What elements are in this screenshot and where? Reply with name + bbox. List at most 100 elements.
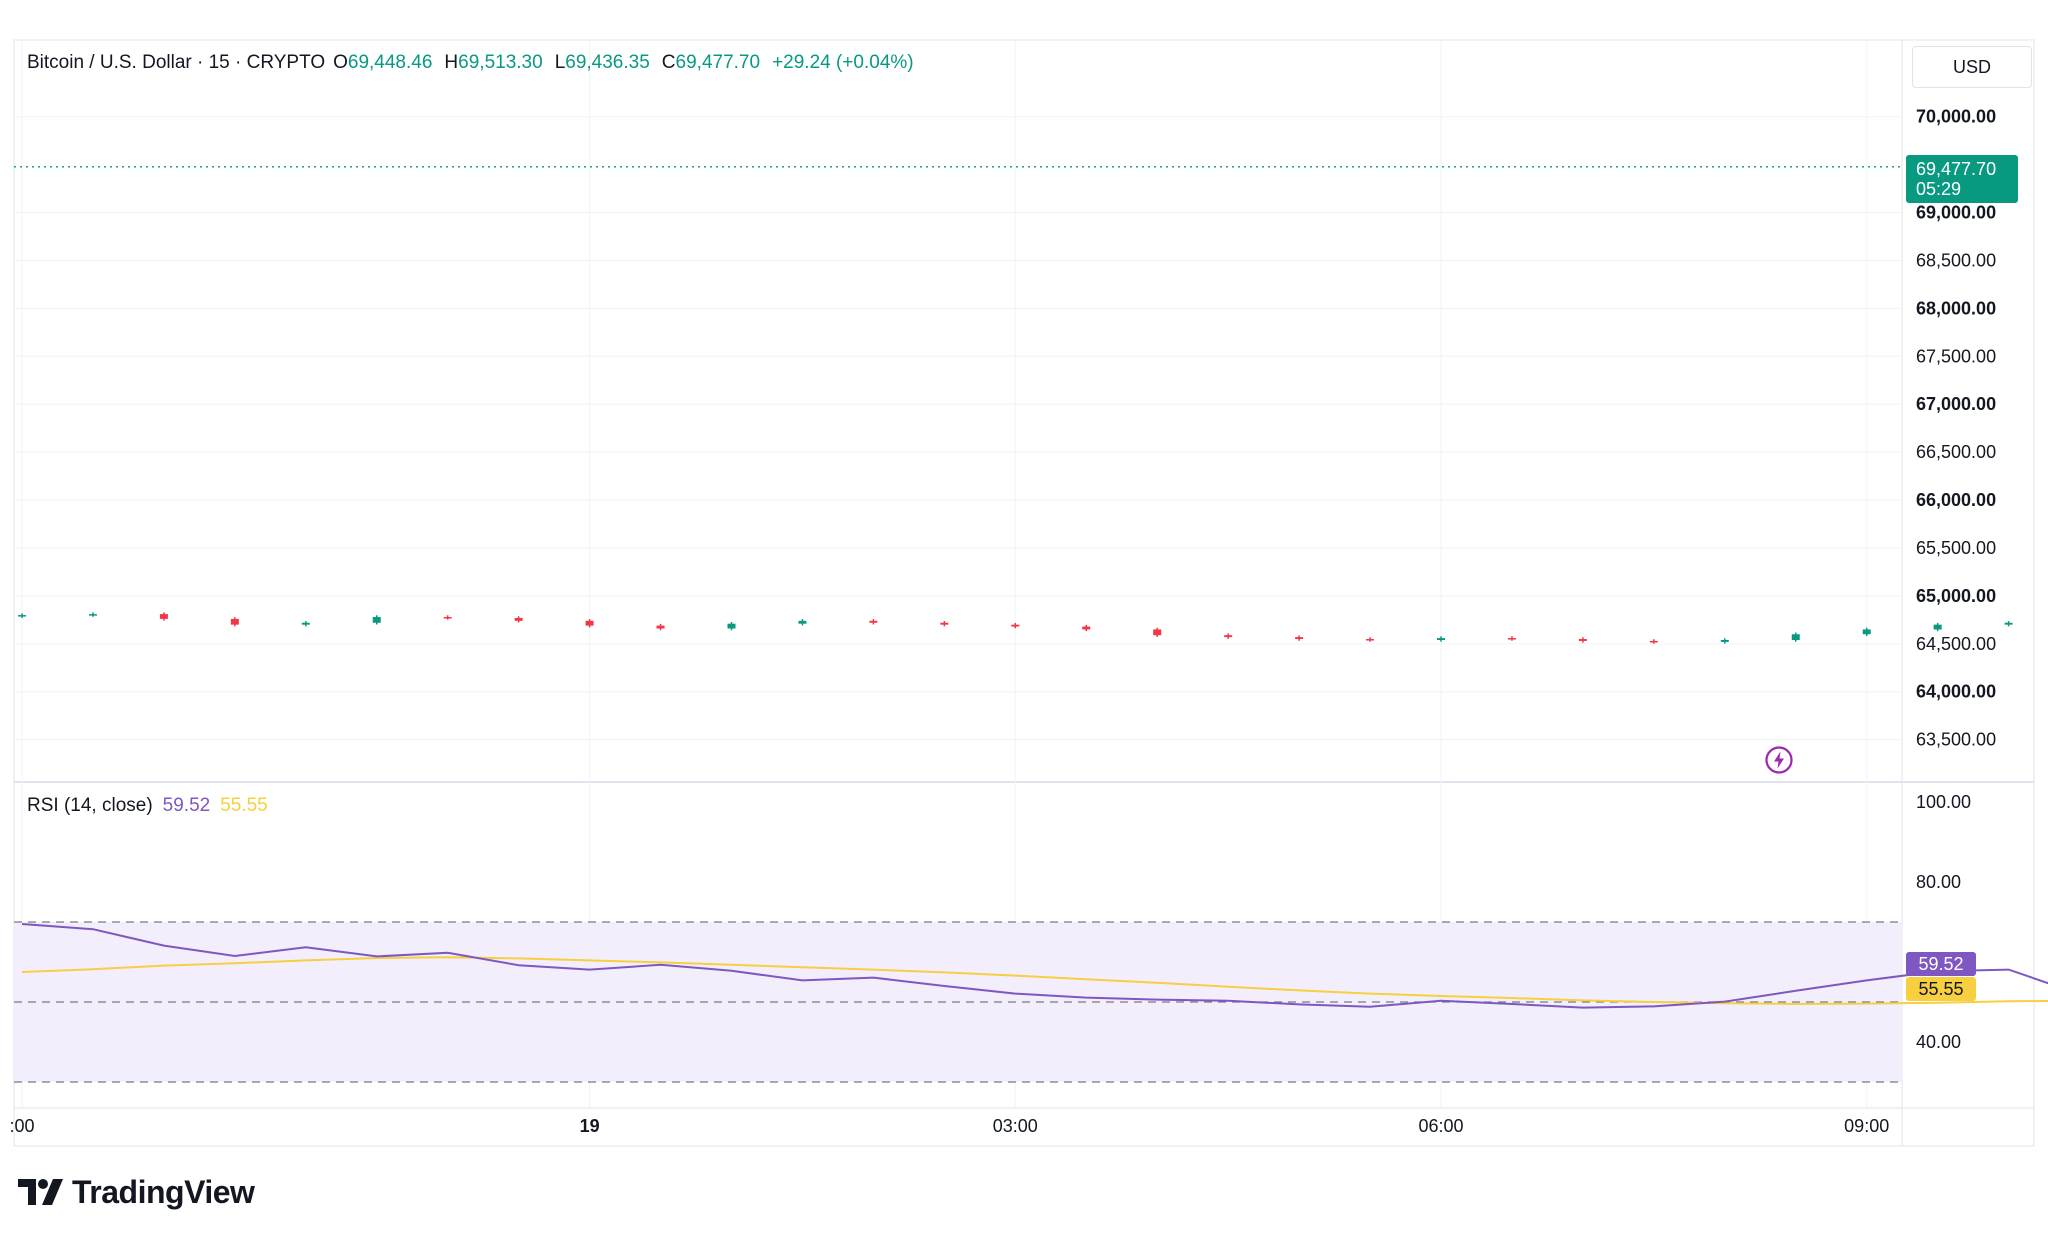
price-tick-label: 67,500.00 — [1916, 346, 1996, 366]
bar-countdown: 05:29 — [1916, 178, 1962, 199]
close-value: 69,477.70 — [675, 52, 761, 73]
candle-body — [727, 623, 736, 629]
candle — [798, 619, 807, 626]
candle — [940, 621, 949, 627]
tradingview-logo-icon — [18, 1179, 63, 1205]
rsi-header: RSI (14, close) 59.52 55.55 — [27, 795, 268, 817]
price-tick-label: 70,000.00 — [1916, 107, 1996, 127]
axes: 70,000.00 69,000.00 68,500.00 68,000.00 67,5… — [9, 107, 1996, 1136]
candle — [656, 623, 665, 631]
candle-body — [1507, 638, 1516, 640]
candle — [1578, 637, 1587, 643]
low-key: L — [554, 52, 566, 73]
candle — [230, 617, 239, 627]
candle-body — [940, 622, 949, 625]
candle-body — [1437, 638, 1445, 640]
open-key: O — [333, 52, 348, 73]
candle-body — [1578, 639, 1587, 641]
candle — [88, 612, 97, 617]
time-tick-label: 09:00 — [1844, 1116, 1889, 1136]
low-value: 69,436.35 — [565, 52, 650, 73]
high-key: H — [444, 52, 459, 73]
time-tick-label: 03:00 — [993, 1116, 1038, 1136]
candlestick-series — [14, 166, 2013, 644]
time-tick-label: :00 — [9, 1116, 34, 1136]
candle — [1153, 627, 1162, 637]
change-value: +29.24 (+0.04%) — [772, 52, 914, 73]
price-tick-label: 66,000.00 — [1916, 490, 1996, 510]
price-tick-label: 64,000.00 — [1916, 682, 1996, 702]
candle-body — [1933, 624, 1942, 630]
candle — [1862, 627, 1871, 636]
candle — [514, 616, 523, 623]
chart-frame — [13, 39, 2035, 1147]
candle-body — [1224, 635, 1233, 638]
candle-body — [88, 614, 97, 616]
last-price-value: 69,477.70 — [1916, 158, 1997, 179]
candle-body — [372, 616, 381, 623]
rsi-band — [14, 921, 1902, 1083]
candle — [1437, 636, 1445, 642]
candle-body — [514, 617, 523, 621]
rsi-line — [21, 923, 2048, 1009]
price-tick-label: 65,000.00 — [1916, 586, 1996, 606]
candle-body — [230, 618, 239, 625]
candle — [159, 612, 168, 621]
open-value: 69,448.46 — [347, 52, 433, 73]
candle — [869, 619, 878, 625]
currency-button[interactable]: USD — [1912, 46, 2032, 88]
candle — [1791, 632, 1800, 642]
price-tick-label: 63,500.00 — [1916, 730, 1996, 750]
candle — [1224, 633, 1233, 639]
candle-body — [1791, 634, 1800, 640]
candle-body — [1862, 629, 1871, 635]
candle-body — [1366, 639, 1375, 641]
rsi-ma-last-badge: 55.55 — [1906, 976, 1976, 1001]
candle-body — [443, 616, 452, 619]
candle — [301, 621, 310, 627]
rsi-series — [21, 923, 2048, 1009]
price-tick-label: 68,500.00 — [1916, 250, 1996, 270]
rsi-tick-label: 40.00 — [1916, 1032, 1961, 1052]
rsi-title[interactable]: RSI (14, close) — [27, 795, 153, 816]
price-tick-label: 69,000.00 — [1916, 203, 1996, 223]
candle-body — [869, 620, 878, 623]
grid-lines — [13, 39, 2035, 1147]
rsi-ma-value: 55.55 — [220, 795, 268, 816]
candle-body — [1011, 624, 1020, 627]
candle-body — [1295, 637, 1304, 640]
candle-body — [2004, 622, 2013, 625]
candle — [443, 615, 452, 620]
candle — [1933, 622, 1942, 632]
candle — [1082, 624, 1091, 632]
rsi-last-badge: 59.52 — [1906, 951, 1976, 976]
candle — [372, 615, 381, 625]
candle — [1507, 636, 1516, 641]
candle-body — [1153, 629, 1162, 636]
last-price-badge: 69,477.70 05:29 — [1906, 154, 2018, 203]
candle-body — [159, 614, 168, 619]
candle-body — [798, 620, 807, 624]
price-tick-label: 67,000.00 — [1916, 394, 1996, 414]
candle — [585, 619, 594, 628]
rsi-tick-label: 80.00 — [1916, 872, 1961, 892]
rsi-ma-line — [21, 956, 2048, 1006]
price-tick-label: 66,500.00 — [1916, 442, 1996, 462]
time-tick-label: 06:00 — [1418, 1116, 1463, 1136]
tradingview-logo[interactable]: TradingView — [16, 1172, 255, 1212]
candle — [1649, 639, 1658, 644]
tradingview-logo-text: TradingView — [72, 1173, 255, 1210]
candle-body — [585, 620, 594, 626]
candle — [1011, 622, 1020, 629]
lightning-icon[interactable] — [1765, 746, 1793, 774]
candle — [18, 613, 26, 618]
symbol-title[interactable]: Bitcoin / U.S. Dollar · 15 · CRYPTO — [27, 52, 326, 73]
candle — [1720, 638, 1729, 644]
high-value: 69,513.30 — [458, 52, 543, 73]
candle — [2004, 621, 2013, 627]
candle — [727, 621, 736, 631]
candle-body — [656, 625, 665, 629]
price-tick-label: 65,500.00 — [1916, 538, 1996, 558]
candle-body — [18, 615, 26, 617]
